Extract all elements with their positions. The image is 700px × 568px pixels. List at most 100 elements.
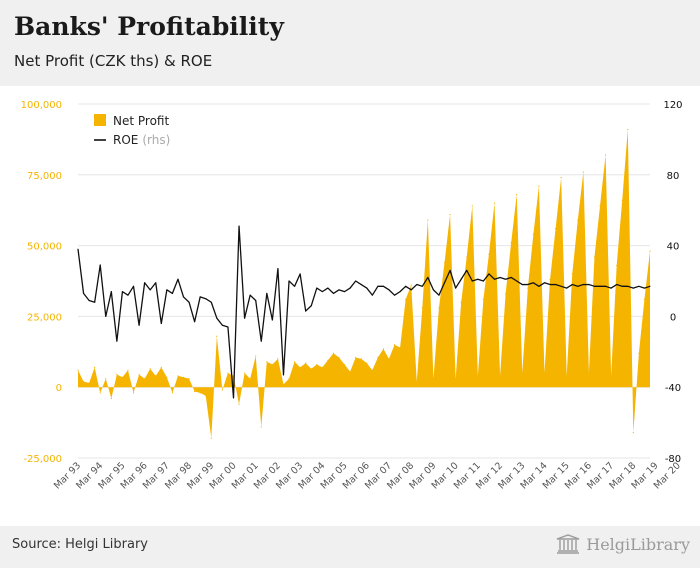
- legend-roe-note: (rhs): [142, 133, 170, 147]
- roe-point: [421, 285, 423, 287]
- net-profit-point: [355, 356, 357, 359]
- roe-point: [527, 284, 529, 286]
- roe-point: [638, 285, 640, 287]
- roe-point: [282, 374, 284, 376]
- roe-line-layer: [77, 225, 651, 399]
- net-profit-point: [121, 376, 124, 378]
- net-profit-point: [271, 363, 273, 366]
- net-profit-point: [566, 375, 568, 377]
- roe-point: [360, 284, 362, 286]
- net-profit-point: [510, 242, 512, 244]
- roe-point: [255, 299, 257, 301]
- net-profit-point: [138, 373, 140, 376]
- right-tick-label: -80: [665, 454, 681, 465]
- net-profit-point: [616, 264, 618, 267]
- net-profit-point: [560, 177, 562, 179]
- net-profit-point: [604, 154, 607, 156]
- net-profit-point: [549, 278, 551, 281]
- net-profit-point: [599, 205, 601, 207]
- roe-point: [499, 276, 501, 278]
- net-profit-point: [299, 366, 301, 368]
- roe-point: [538, 285, 540, 287]
- roe-point: [227, 326, 229, 328]
- net-profit-point: [466, 256, 468, 258]
- net-profit-point: [471, 205, 473, 207]
- net-profit-point: [582, 171, 584, 173]
- net-profit-point: [266, 361, 268, 363]
- left-tick-label: 50,000: [27, 242, 62, 253]
- net-profit-point: [227, 372, 229, 374]
- left-tick-label: 100,000: [21, 100, 62, 111]
- roe-point: [155, 282, 157, 284]
- legend-roe-label: ROE (rhs): [113, 133, 170, 147]
- left-tick-label: 25,000: [27, 312, 62, 323]
- roe-point: [249, 294, 251, 296]
- roe-point: [366, 287, 368, 289]
- roe-point: [238, 225, 240, 227]
- roe-point: [427, 276, 429, 278]
- roe-point: [133, 285, 135, 287]
- left-tick-label: -25,000: [23, 454, 62, 465]
- net-profit-point: [116, 373, 118, 376]
- net-profit-point: [316, 363, 318, 366]
- net-profit-point: [393, 344, 396, 346]
- net-profit-point: [421, 307, 423, 309]
- net-profit-point: [166, 376, 168, 378]
- net-profit-point: [77, 369, 79, 371]
- net-profit-point: [199, 392, 201, 394]
- roe-point: [199, 296, 201, 298]
- net-profit-point: [388, 358, 390, 360]
- net-profit-point: [338, 356, 340, 359]
- roe-point: [221, 324, 223, 326]
- roe-point: [83, 292, 85, 294]
- roe-point: [88, 299, 90, 301]
- roe-point: [299, 273, 301, 275]
- net-profit-point: [260, 426, 262, 428]
- net-profit-point: [438, 307, 440, 309]
- roe-point: [571, 284, 573, 286]
- roe-point: [105, 315, 107, 317]
- roe-point: [205, 298, 207, 300]
- net-profit-point: [588, 372, 590, 374]
- net-profit-point: [460, 301, 462, 303]
- net-profit-point: [627, 128, 629, 131]
- net-profit-point: [194, 390, 196, 393]
- roe-point: [338, 289, 340, 291]
- net-profit-point: [182, 376, 185, 378]
- roe-point: [183, 296, 185, 298]
- net-profit-point: [349, 371, 351, 373]
- roe-point: [432, 289, 434, 291]
- net-profit-point: [94, 366, 96, 368]
- net-profit-point: [477, 375, 479, 377]
- roe-point: [582, 284, 584, 286]
- roe-point: [649, 285, 651, 287]
- roe-point: [116, 340, 118, 342]
- net-profit-point: [238, 403, 240, 405]
- roe-point: [610, 287, 612, 289]
- footer: Source: Helgi Library HelgiLibrary: [0, 526, 700, 568]
- net-profit-point: [149, 368, 151, 370]
- roe-point: [605, 285, 607, 287]
- net-profit-point: [305, 362, 307, 364]
- net-profit-point: [188, 378, 190, 380]
- right-axis: -80 -40 0 40 80 120: [663, 100, 682, 465]
- helgi-library-logo: HelgiLibrary: [555, 534, 690, 554]
- roe-point: [482, 280, 484, 282]
- roe-point: [244, 317, 246, 319]
- legend-roe-name: ROE: [113, 133, 138, 147]
- roe-point: [549, 284, 551, 286]
- net-profit-point: [516, 194, 518, 196]
- library-building-icon: [556, 534, 580, 554]
- net-profit-point: [638, 352, 640, 354]
- roe-point: [410, 289, 412, 291]
- net-profit-point: [127, 369, 129, 371]
- net-profit-point: [538, 185, 540, 187]
- roe-line: [77, 225, 651, 399]
- net-profit-point: [366, 362, 368, 364]
- net-profit-point: [210, 437, 212, 439]
- net-profit-point: [99, 392, 101, 394]
- roe-point: [355, 280, 357, 282]
- left-axis: -25,000 0 25,000 50,000 75,000 100,000: [21, 100, 62, 465]
- roe-point: [294, 285, 296, 287]
